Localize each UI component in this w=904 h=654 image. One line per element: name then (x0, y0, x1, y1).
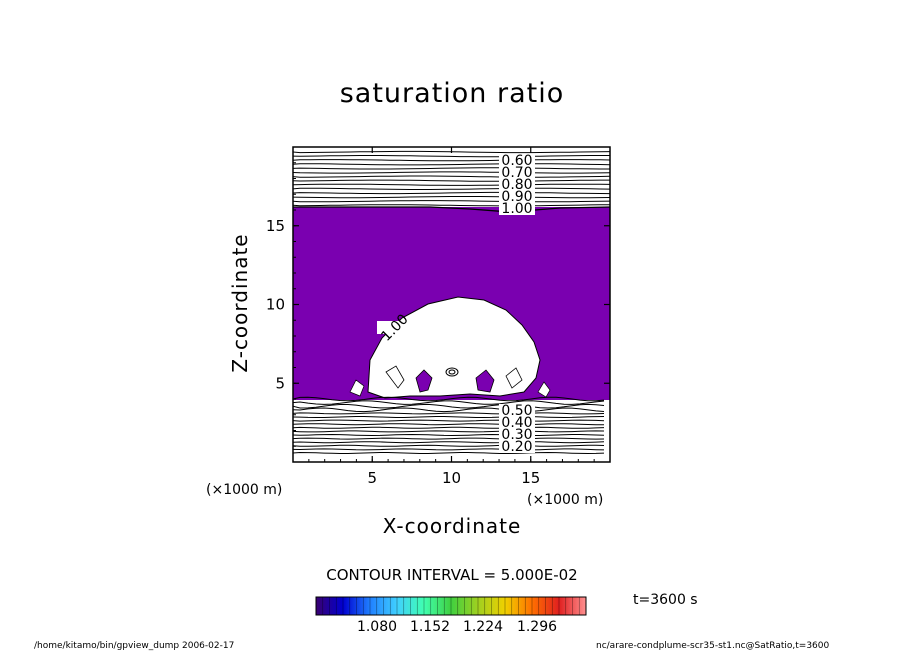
contour-labels: 0.600.700.800.901.000.500.400.300.201.00 (377, 153, 535, 455)
contour-line (293, 196, 610, 199)
contour-line (293, 396, 605, 402)
contour-line (293, 415, 605, 419)
contour-line (293, 204, 610, 207)
x-tick-label: 5 (367, 469, 377, 487)
small-contour (448, 369, 456, 375)
y-tick-label: 10 (266, 296, 285, 314)
contour-label-bg (499, 166, 535, 179)
small-contour (385, 365, 405, 389)
y-axis-label: Z-coordinate (228, 233, 252, 373)
contour-line (293, 426, 605, 429)
x-unit-label: (×1000 m) (527, 492, 604, 508)
footer-right: nc/arare-condplume-scr35-st1.nc@SatRatio… (596, 641, 830, 651)
contour-line (293, 159, 610, 162)
colorbar-tick-label: 1.296 (516, 619, 558, 635)
z-unit-label: (×1000 m) (206, 482, 283, 498)
contour-label-bg (499, 154, 535, 167)
contour-label-bg (499, 190, 535, 203)
upper-contour-lines (293, 150, 610, 213)
contour-label: 0.50 (501, 403, 532, 419)
contour-label: 0.80 (501, 177, 532, 193)
contour-line (293, 423, 604, 426)
contour-line (293, 150, 610, 154)
contour-label-bg (499, 404, 535, 417)
contour-line (293, 400, 605, 405)
x-tick-label: 10 (442, 469, 461, 487)
contour-label-bg (499, 440, 535, 453)
contour-line (293, 175, 610, 178)
contour-line (293, 206, 610, 213)
contour-line (293, 407, 605, 413)
contour-line (293, 419, 605, 422)
y-tick-label: 15 (266, 217, 285, 235)
x-tick-label: 15 (521, 469, 540, 487)
contour-line (293, 430, 605, 433)
subsaturated-patch (415, 369, 433, 393)
contour-line (293, 187, 610, 190)
chart-title: saturation ratio (339, 78, 565, 109)
contour-label: 0.30 (501, 427, 532, 443)
contour-label-bg (377, 321, 413, 334)
colorbar-tick-label: 1.080 (356, 619, 398, 635)
contour-line (293, 433, 605, 437)
contour-line (293, 163, 610, 166)
contour-label-bg (499, 416, 535, 429)
contour-line (293, 448, 605, 451)
lower-contour-lines (293, 396, 605, 455)
contour-label: 0.40 (501, 415, 532, 431)
contour-line (293, 451, 605, 455)
contour-line (293, 403, 605, 409)
x-axis-label: X-coordinate (0, 514, 904, 538)
contour-line (293, 167, 610, 170)
contour-line (293, 200, 610, 203)
small-contour (349, 379, 365, 397)
contour-label: 0.20 (501, 439, 532, 455)
axis-ticks (293, 147, 610, 462)
time-label: t=3600 s (633, 592, 698, 608)
colorbar-tick-label: 1.152 (409, 619, 451, 635)
contour-interval: CONTOUR INTERVAL = 5.000E-02 (326, 566, 578, 584)
colorbar (315, 596, 587, 616)
contour-line (293, 412, 605, 415)
contour-line (293, 179, 610, 182)
contour-label: 0.90 (501, 189, 532, 205)
small-contour (445, 367, 459, 377)
contour-label: 1.00 (501, 201, 532, 217)
x-axis-label-text: X-coordinate (382, 514, 522, 538)
plot-area (293, 147, 610, 462)
contour-label: 0.70 (501, 165, 532, 181)
small-contour (537, 381, 551, 398)
contour-label: 0.60 (501, 153, 532, 169)
subsaturated-patch (475, 369, 495, 393)
contour-label-bg (499, 178, 535, 191)
contour-line (293, 191, 610, 195)
contour-line (293, 444, 605, 447)
small-contour (505, 367, 523, 389)
colorbar-tick-label: 1.224 (462, 619, 504, 635)
contour-line (293, 441, 605, 444)
contour-label-bg (499, 202, 535, 215)
contour-line (293, 171, 610, 174)
contour-line (293, 155, 610, 158)
footer-left: /home/kitamo/bin/gpview_dump 2006-02-17 (34, 641, 235, 651)
contour-label-bg (499, 428, 535, 441)
y-tick-label: 5 (275, 374, 285, 392)
contour-line (293, 437, 605, 440)
contour-line (293, 183, 610, 186)
